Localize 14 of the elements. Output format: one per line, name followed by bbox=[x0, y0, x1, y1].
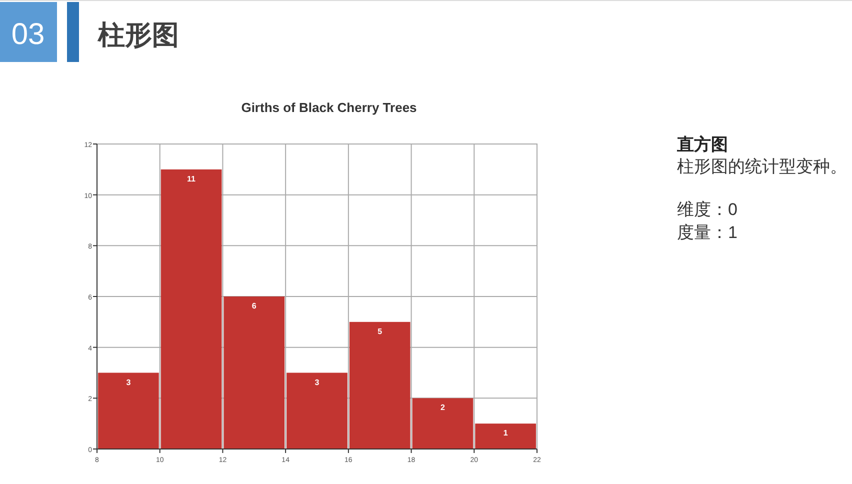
data-label: 11 bbox=[187, 174, 196, 184]
chart-title: Girths of Black Cherry Trees bbox=[241, 100, 417, 115]
data-label: 3 bbox=[126, 378, 132, 387]
text: 柱形图 bbox=[97, 20, 179, 50]
text: 03 bbox=[11, 18, 45, 51]
data-label: 5 bbox=[378, 326, 383, 336]
data-label: 2 bbox=[440, 403, 446, 412]
data-label: 3 bbox=[314, 378, 320, 387]
text: 维度：0 bbox=[677, 200, 738, 219]
text: 度量：1 bbox=[677, 223, 738, 242]
text: 柱形图的统计型变种。 bbox=[677, 157, 847, 176]
data-label: 1 bbox=[503, 428, 508, 438]
data-label: 6 bbox=[252, 302, 257, 310]
text: 直方图 bbox=[676, 135, 728, 154]
